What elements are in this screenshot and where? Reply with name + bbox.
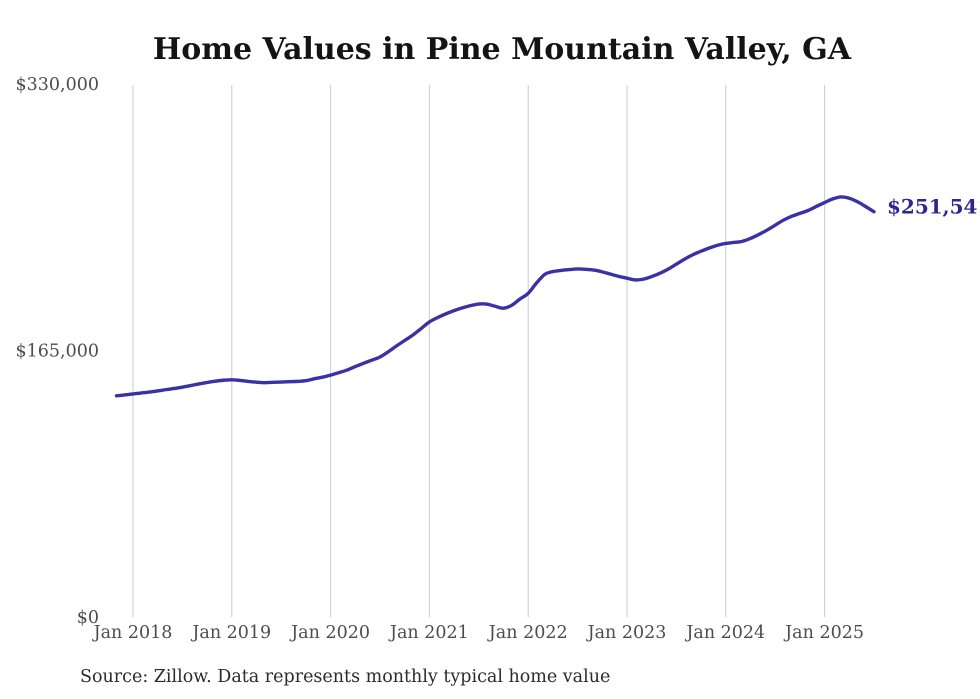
- source-note: Source: Zillow. Data represents monthly …: [80, 667, 610, 687]
- value-line: [114, 195, 876, 398]
- chart-title: Home Values in Pine Mountain Valley, GA: [153, 32, 852, 67]
- y-tick-label: $330,000: [15, 75, 99, 95]
- x-tick-label: Jan 2018: [92, 623, 173, 643]
- x-tick-label: Jan 2020: [289, 623, 370, 643]
- y-tick-label: $165,000: [15, 342, 99, 362]
- x-tick-label: Jan 2023: [586, 623, 667, 643]
- gridlines: [132, 85, 826, 617]
- y-tick-label: $0: [77, 608, 99, 628]
- y-axis-labels: $0 $165,000 $330,000: [15, 75, 99, 628]
- x-axis-labels: Jan 2018 Jan 2019 Jan 2020 Jan 2021 Jan 2022…: [92, 623, 864, 643]
- x-tick-label: Jan 2025: [783, 623, 864, 643]
- x-tick-label: Jan 2021: [388, 623, 469, 643]
- x-tick-label: Jan 2024: [684, 623, 765, 643]
- x-tick-label: Jan 2022: [487, 623, 568, 643]
- end-value-label: $251,541: [887, 195, 980, 219]
- x-tick-label: Jan 2019: [190, 623, 271, 643]
